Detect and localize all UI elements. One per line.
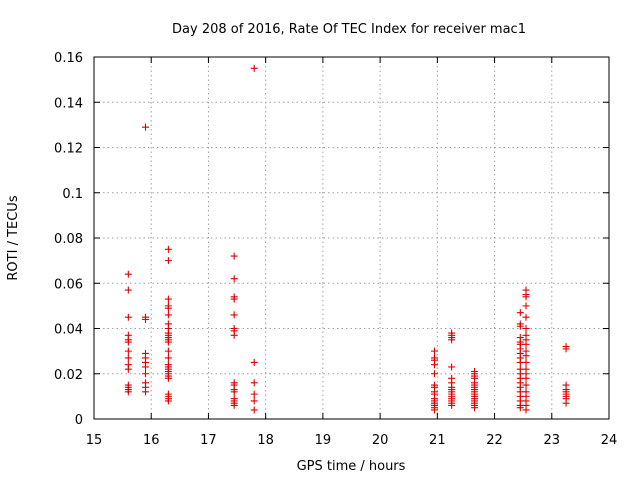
grid-lines [94, 57, 609, 419]
data-point [124, 347, 132, 355]
data-point [142, 123, 149, 131]
data-point [250, 397, 258, 405]
data-point [250, 358, 258, 366]
y-tick-label: 0 [75, 413, 83, 428]
x-axis: 15 16 17 18 19 20 21 22 23 24 [86, 57, 618, 448]
data-point [250, 406, 258, 414]
y-tick-label: 0.06 [54, 277, 83, 292]
data-point [164, 245, 172, 253]
data-point [522, 374, 530, 382]
data-point [562, 399, 570, 407]
y-axis: 0 0.02 0.04 0.06 0.08 0.1 0.12 0.14 0.16 [54, 51, 609, 428]
data-point [448, 336, 456, 344]
data-point [230, 388, 238, 396]
x-tick-label: 20 [372, 433, 389, 448]
x-tick-label: 21 [429, 433, 446, 448]
data-point [471, 404, 479, 412]
x-tick-label: 23 [544, 433, 561, 448]
data-point [516, 309, 524, 317]
x-tick-label: 24 [601, 433, 618, 448]
chart-title: Day 208 of 2016, Rate Of TEC Index for r… [172, 22, 526, 37]
y-tick-label: 0.16 [54, 51, 83, 66]
y-axis-label: ROTI / TECUs [6, 195, 21, 280]
y-tick-label: 0.08 [54, 232, 83, 247]
data-point [124, 365, 132, 373]
data-point [164, 338, 172, 346]
data-point [522, 381, 530, 389]
data-point [230, 311, 238, 319]
data-point [142, 363, 149, 371]
data-point [430, 406, 438, 414]
data-point [124, 313, 132, 321]
data-point [430, 347, 438, 355]
x-tick-label: 17 [200, 433, 217, 448]
data-point [230, 401, 238, 409]
data-point [522, 340, 530, 348]
y-tick-label: 0.02 [54, 368, 83, 383]
x-tick-label: 22 [486, 433, 503, 448]
data-point [250, 64, 258, 72]
data-points [124, 64, 570, 414]
data-point [230, 252, 238, 260]
data-point [124, 270, 132, 278]
data-point [164, 295, 172, 303]
x-tick-label: 19 [315, 433, 332, 448]
data-point [164, 374, 172, 382]
data-point [230, 275, 238, 283]
data-point [124, 354, 132, 362]
data-point [142, 370, 149, 378]
data-point [164, 304, 172, 312]
data-point [164, 397, 172, 405]
data-point [230, 295, 238, 303]
y-tick-label: 0.1 [62, 187, 83, 202]
data-point [164, 311, 172, 319]
data-point [522, 313, 530, 321]
data-point [250, 390, 258, 398]
data-point [522, 352, 530, 360]
data-point [562, 345, 570, 353]
data-point [164, 354, 172, 362]
data-point [522, 302, 530, 310]
data-point [250, 379, 258, 387]
y-tick-label: 0.12 [54, 142, 83, 157]
data-point [516, 404, 524, 412]
data-point [142, 388, 149, 396]
data-point [448, 401, 456, 409]
x-tick-label: 15 [86, 433, 103, 448]
data-point [430, 361, 438, 369]
data-point [164, 257, 172, 265]
x-tick-label: 16 [143, 433, 160, 448]
data-point [522, 406, 530, 414]
data-point [516, 322, 524, 330]
x-axis-label: GPS time / hours [297, 459, 406, 474]
data-point [124, 388, 132, 396]
y-tick-label: 0.14 [54, 96, 83, 111]
data-point [124, 286, 132, 294]
data-point [448, 363, 456, 371]
data-point [164, 347, 172, 355]
data-point [230, 331, 238, 339]
data-point [522, 358, 530, 366]
y-tick-label: 0.04 [54, 323, 83, 338]
data-point [142, 315, 149, 323]
data-point [522, 325, 530, 332]
data-point [522, 293, 530, 301]
data-point [124, 338, 132, 346]
data-point [430, 370, 438, 378]
x-tick-label: 18 [257, 433, 274, 448]
